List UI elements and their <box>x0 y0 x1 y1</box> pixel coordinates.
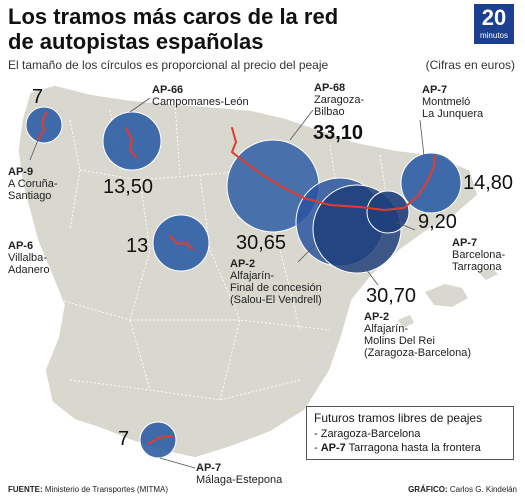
future-free-tolls-legend: Futuros tramos libres de peajes - Zarago… <box>306 406 514 460</box>
legend-item-2-prefix: - <box>314 442 321 454</box>
ap68-label: AP-68 Zaragoza- Bilbao <box>314 82 364 118</box>
legend-item-2: - AP-7 Tarragona hasta la frontera <box>314 441 506 455</box>
ap66-code: AP-66 <box>152 84 184 96</box>
ap66-label: AP-66 Campomanes-León <box>152 84 249 108</box>
ap2-molins-code: AP-2 <box>364 311 390 323</box>
ap7-montmelo-code: AP-7 <box>422 84 448 96</box>
brand-logo: 20 minutos <box>474 4 514 44</box>
title-line-1: Los tramos más caros de la red <box>8 4 339 29</box>
ap2-salou-value: 30,65 <box>236 232 287 254</box>
ap7-malaga-route <box>147 435 173 445</box>
ap7-montmelo-value: 14,80 <box>463 172 514 194</box>
ap66-value: 13,50 <box>103 176 154 198</box>
ap7-montmelo-name-2: La Junquera <box>422 108 484 120</box>
ap2-molins-value: 30,70 <box>366 285 417 307</box>
ap68-name-2: Bilbao <box>314 106 345 118</box>
legend-title: Futuros tramos libres de peajes <box>314 411 483 425</box>
menorca-island <box>478 268 498 280</box>
ap68-code: AP-68 <box>314 82 346 94</box>
ap2-salou-name-1: Alfajarín- <box>230 270 275 282</box>
ap7-bcn-name-2: Tarragona <box>452 261 502 273</box>
logo-number: 20 <box>481 5 507 30</box>
source-credit: FUENTE: Ministerio de Transportes (MITMA… <box>8 485 168 494</box>
graphic-text: Carlos G. Kindelán <box>447 485 517 494</box>
ap7-malaga-label: AP-7 Málaga-Estepona <box>196 462 282 486</box>
ap7-malaga-value: 7 <box>118 428 130 450</box>
ap2-molins-name-1: Alfajarín- <box>364 323 409 335</box>
source-text: Ministerio de Transportes (MITMA) <box>42 485 169 494</box>
ap7-malaga-circle <box>139 421 177 459</box>
ap7-bcn-label: AP-7 Barcelona- Tarragona <box>452 237 505 273</box>
ap6-code: AP-6 <box>8 240 34 252</box>
graphic-credit: GRÁFICO: Carlos G. Kindelán <box>408 485 517 494</box>
ap9-label: AP-9 A Coruña- Santiago <box>8 166 58 202</box>
ap6-value: 13 <box>126 235 149 257</box>
leader-lines <box>29 97 425 469</box>
mallorca-island <box>425 284 468 307</box>
ap7-montmelo-label: AP-7 Montmeló La Junquera <box>422 84 483 120</box>
ap6-label: AP-6 Villalba- Adanero <box>8 240 50 276</box>
ap9-code: AP-9 <box>8 166 34 178</box>
ap9-name-1: A Coruña- <box>8 178 58 190</box>
ap9-circle <box>25 106 63 144</box>
source-label: FUENTE: <box>8 485 43 494</box>
legend-item-2-code: AP-7 <box>320 442 346 454</box>
page-title: Los tramos más caros de la red de autopi… <box>8 4 448 54</box>
ap9-name-2: Santiago <box>8 190 52 202</box>
toll-routes <box>37 112 435 445</box>
ap7-malaga-name-1: Málaga-Estepona <box>196 474 283 486</box>
ap2-salou-name-3: (Salou-El Vendrell) <box>230 294 322 306</box>
iberia-landmass <box>17 84 479 459</box>
subtitle: El tamaño de los círculos es proporciona… <box>8 58 329 72</box>
ap7-bcn-value: 9,20 <box>418 211 457 233</box>
ap2-salou-code: AP-2 <box>230 258 256 270</box>
logo-word: minutos <box>479 31 508 40</box>
ap6-route <box>169 235 193 250</box>
ap7-bcn-code: AP-7 <box>452 237 478 249</box>
legend-item-1: - Zaragoza-Barcelona <box>314 428 421 440</box>
ap7-malaga-code: AP-7 <box>196 462 222 474</box>
units-note: (Cifras en euros) <box>425 58 515 72</box>
ap68-name-1: Zaragoza- <box>314 94 365 106</box>
ap9-value: 7 <box>32 86 44 108</box>
ap66-route <box>125 127 137 158</box>
legend-item-2-rest: Tarragona hasta la frontera <box>345 442 481 454</box>
ap66-name-1: Campomanes-León <box>152 96 249 108</box>
graphic-label: GRÁFICO: <box>408 485 448 494</box>
ap6-name-2: Adanero <box>8 264 50 276</box>
ap68-route <box>230 127 305 199</box>
ap6-name-1: Villalba- <box>8 252 47 264</box>
ap2-salou-label: AP-2 Alfajarín- Final de concesión (Salo… <box>230 258 322 306</box>
ap7-montmelo-name-1: Montmeló <box>422 96 471 108</box>
ap2-molins-name-3: (Zaragoza-Barcelona) <box>364 347 471 359</box>
ibiza-island <box>398 315 414 328</box>
ap2-molins-name-2: Molins Del Rei <box>364 335 435 347</box>
ap2-salou-name-2: Final de concesión <box>230 282 322 294</box>
ap68-value: 33,10 <box>313 122 364 144</box>
ap7-bcn-name-1: Barcelona- <box>452 249 506 261</box>
ap7-bcn-circle <box>366 190 410 234</box>
ap2-route <box>303 197 405 212</box>
ap7-route <box>403 155 435 209</box>
ap2-molins-label: AP-2 Alfajarín- Molins Del Rei (Zaragoza… <box>364 311 471 359</box>
title-line-2: de autopistas españolas <box>8 29 264 54</box>
ap9-route <box>37 112 47 140</box>
